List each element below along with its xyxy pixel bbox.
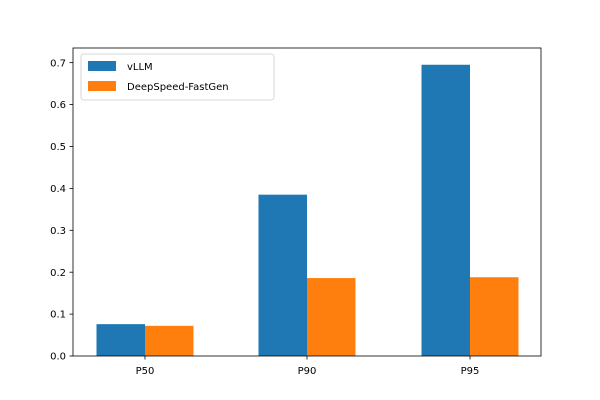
legend-label: vLLM	[127, 62, 153, 73]
bar-vllm-p50	[96, 324, 145, 356]
legend-box	[80, 53, 275, 101]
bar-deepspeed-fastgen-p95	[470, 277, 519, 356]
y-tick-label: 0.0	[50, 352, 66, 363]
x-tick-label: P95	[461, 366, 480, 377]
x-tick-label: P90	[298, 366, 317, 377]
x-tick-label: P50	[136, 366, 155, 377]
legend-label: DeepSpeed-FastGen	[127, 82, 229, 93]
y-tick-label: 0.7	[50, 58, 66, 69]
y-tick-label: 0.5	[50, 142, 66, 153]
bars-layer	[96, 64, 519, 356]
y-tick-label: 0.2	[50, 268, 66, 279]
bar-deepspeed-fastgen-p90	[307, 278, 356, 356]
legend-swatch	[88, 81, 116, 91]
bar-vllm-p90	[258, 194, 307, 356]
axes-layer: 0.0 0.1 0.2 0.3 0.4 0.5 0.6 0.7 P50 P90 P95	[50, 47, 542, 377]
y-tick-label: 0.4	[50, 184, 66, 195]
y-tick-label: 0.3	[50, 226, 66, 237]
legend: vLLM DeepSpeed-FastGen	[80, 53, 275, 101]
y-tick-label: 0.1	[50, 310, 66, 321]
bar-vllm-p95	[421, 64, 470, 356]
bar-deepspeed-fastgen-p50	[145, 325, 194, 356]
y-tick-label: 0.6	[50, 100, 66, 111]
legend-swatch	[88, 61, 116, 71]
